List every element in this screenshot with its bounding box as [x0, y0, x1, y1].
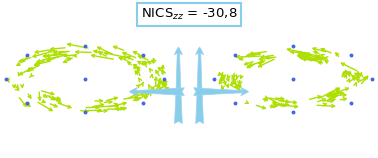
Text: NICS$_{zz}$ = -30,8: NICS$_{zz}$ = -30,8 [141, 7, 237, 22]
